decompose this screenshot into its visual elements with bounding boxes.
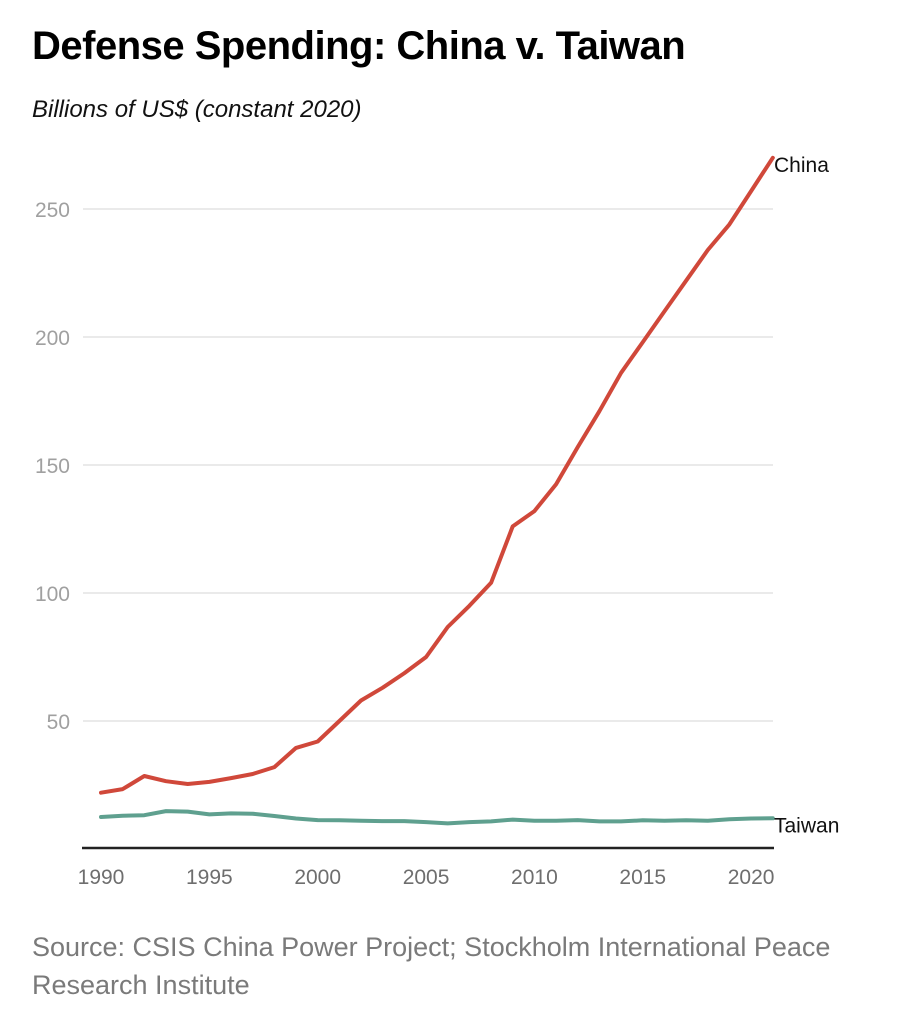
data-point-china-2008 [489, 581, 493, 585]
data-point-taiwan-2017 [684, 818, 688, 822]
data-point-china-1993 [164, 779, 168, 783]
data-point-taiwan-2005 [424, 820, 428, 824]
gridlines [83, 208, 773, 722]
x-tick-label: 2015 [619, 866, 666, 889]
data-point-taiwan-2014 [619, 819, 623, 823]
data-point-china-2019 [727, 222, 731, 226]
chart-title: Defense Spending: China v. Taiwan [32, 24, 686, 68]
data-point-china-2001 [337, 719, 341, 723]
data-point-taiwan-2001 [337, 818, 341, 822]
data-point-taiwan-2012 [576, 818, 580, 822]
x-tick-label: 1990 [78, 866, 125, 889]
data-point-china-2003 [381, 686, 385, 690]
x-axis-ticks: 1990 1995 2000 2005 2010 2015 2020 [78, 866, 775, 889]
y-tick-label: 100 [35, 583, 70, 606]
series-lines [99, 155, 775, 826]
y-tick-label: 50 [47, 711, 70, 734]
data-point-taiwan-1993 [164, 809, 168, 813]
data-point-taiwan-1990 [99, 815, 103, 819]
data-point-china-1998 [272, 765, 276, 769]
data-point-china-1997 [251, 772, 255, 776]
data-point-china-2014 [619, 371, 623, 375]
data-point-taiwan-2007 [467, 820, 471, 824]
data-point-taiwan-2018 [706, 819, 710, 823]
data-point-china-2012 [576, 445, 580, 449]
data-point-taiwan-2002 [359, 819, 363, 823]
y-axis-ticks: 50 100 150 200 250 [35, 199, 70, 734]
data-point-taiwan-2008 [489, 819, 493, 823]
data-point-china-2000 [316, 739, 320, 743]
data-point-taiwan-2009 [511, 818, 515, 822]
y-tick-label: 250 [35, 199, 70, 222]
data-point-china-1999 [294, 746, 298, 750]
data-point-china-1994 [186, 782, 190, 786]
data-point-china-2017 [684, 279, 688, 283]
series-labels: China Taiwan [774, 154, 839, 837]
data-point-taiwan-2020 [749, 817, 753, 821]
series-label-china: China [774, 154, 829, 177]
x-tick-label: 1995 [186, 866, 233, 889]
data-point-china-1996 [229, 776, 233, 780]
data-point-taiwan-2016 [662, 819, 666, 823]
x-tick-label: 2000 [294, 866, 341, 889]
data-point-taiwan-1992 [142, 813, 146, 817]
data-point-china-2007 [467, 604, 471, 608]
data-point-china-1995 [207, 780, 211, 784]
data-point-taiwan-1996 [229, 811, 233, 815]
data-point-china-2020 [749, 189, 753, 193]
data-point-taiwan-1997 [251, 812, 255, 816]
data-point-taiwan-2004 [402, 819, 406, 823]
data-point-taiwan-2011 [554, 819, 558, 823]
data-point-china-1991 [121, 787, 125, 791]
x-tick-label: 2010 [511, 866, 558, 889]
data-point-china-2005 [424, 655, 428, 659]
data-point-taiwan-1999 [294, 817, 298, 821]
data-point-taiwan-1994 [186, 810, 190, 814]
chart-subtitle: Billions of US$ (constant 2020) [32, 96, 362, 123]
data-point-china-1992 [142, 774, 146, 778]
series-label-taiwan: Taiwan [774, 814, 839, 837]
data-point-taiwan-2006 [446, 821, 450, 825]
x-tick-label: 2020 [728, 866, 775, 889]
data-point-taiwan-2000 [316, 818, 320, 822]
series-line-taiwan [99, 809, 775, 826]
data-point-china-2018 [706, 248, 710, 252]
x-tick-label: 2005 [403, 866, 450, 889]
data-point-china-2006 [446, 625, 450, 629]
source-note: Source: CSIS China Power Project; Stockh… [32, 932, 831, 1000]
data-point-china-2004 [402, 671, 406, 675]
series-line-china [99, 155, 775, 795]
y-tick-label: 150 [35, 455, 70, 478]
data-point-taiwan-1995 [207, 812, 211, 816]
data-point-china-2016 [662, 309, 666, 313]
data-point-taiwan-2015 [641, 818, 645, 822]
data-point-china-1990 [99, 791, 103, 795]
data-point-china-2015 [641, 340, 645, 344]
data-point-taiwan-1991 [121, 814, 125, 818]
y-tick-label: 200 [35, 327, 70, 350]
data-point-taiwan-1998 [272, 814, 276, 818]
data-point-taiwan-2003 [381, 819, 385, 823]
data-point-china-2002 [359, 699, 363, 703]
data-point-china-2010 [532, 509, 536, 513]
data-point-taiwan-2019 [727, 817, 731, 821]
data-point-china-2011 [554, 482, 558, 486]
data-point-china-2009 [511, 524, 515, 528]
data-point-taiwan-2010 [532, 819, 536, 823]
data-point-taiwan-2013 [597, 819, 601, 823]
data-point-china-2013 [597, 409, 601, 413]
